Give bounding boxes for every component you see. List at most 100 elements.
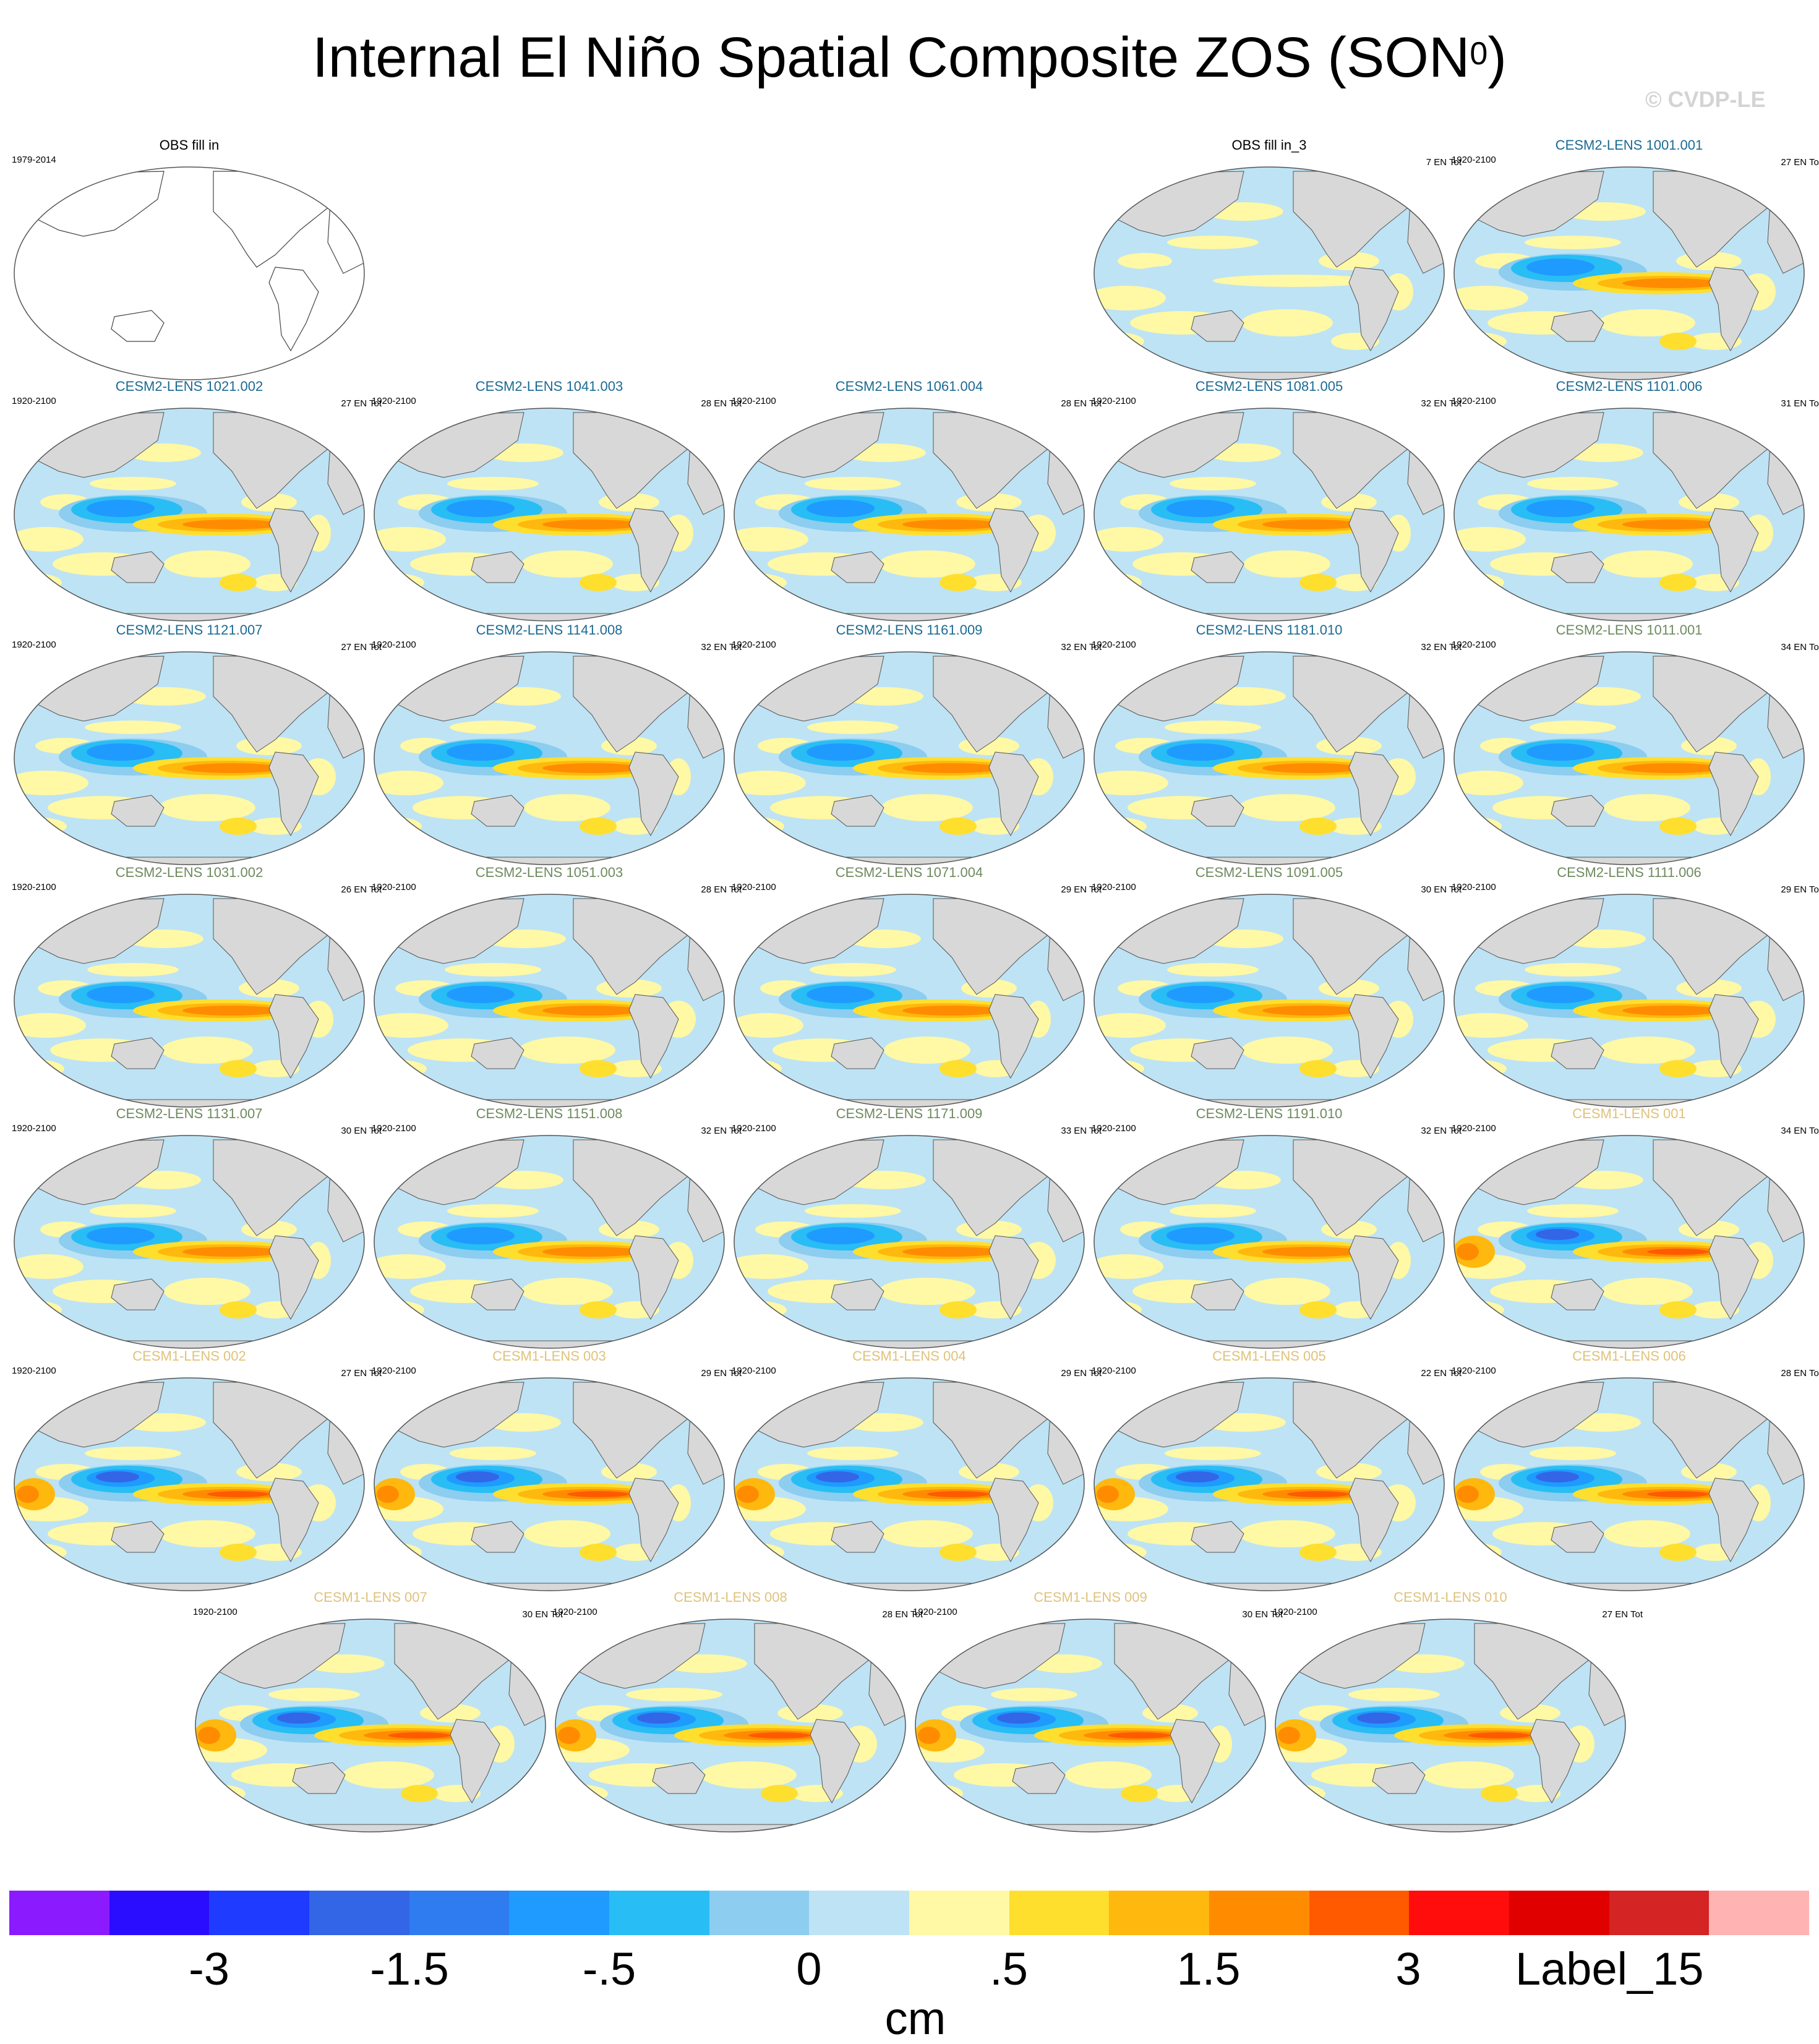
map-border	[734, 408, 1085, 622]
panel-title: CESM2-LENS 1111.006	[1557, 865, 1701, 880]
panel-title: CESM1-LENS 003	[492, 1348, 606, 1364]
warm-pool-negative-core	[1166, 743, 1235, 761]
map-svg	[14, 894, 365, 1108]
positive-anomaly-patch	[374, 1254, 446, 1279]
southern-positive-patch	[220, 1544, 257, 1561]
positive-anomaly-patch	[1525, 236, 1621, 249]
map-border	[1094, 651, 1445, 865]
panel-title: CESM1-LENS 008	[674, 1589, 787, 1605]
positive-anomaly-patch	[90, 477, 176, 490]
map-panel: OBS fill in_3 7 EN Tot	[1089, 137, 1462, 383]
colorbar-box	[709, 1891, 810, 1935]
land-mass	[1348, 508, 1399, 592]
land-mass	[471, 795, 524, 827]
southern-positive-patch	[580, 1544, 617, 1561]
map-panel: CESM1-LENS 002 1920-2100 27 EN Tot	[9, 1348, 382, 1594]
map-panel: CESM1-LENS 004 1920-2100 29 EN Tot	[729, 1348, 1102, 1594]
map-border	[374, 1135, 725, 1349]
equatorial-positive-core	[542, 520, 641, 529]
map-panel: CESM1-LENS 001 1920-2100 34 EN Tot	[1449, 1106, 1819, 1352]
map-border	[734, 894, 1085, 1108]
map-panel: CESM2-LENS 1111.006 1920-2100 29 EN Tot	[1449, 865, 1819, 1111]
land-mass	[1708, 1477, 1759, 1562]
map-svg	[734, 1135, 1085, 1349]
colorbar-tick-label: -1.5	[370, 1943, 449, 1995]
panel-event-count-label: 32 EN Tot	[1421, 398, 1462, 409]
map-svg	[1453, 1377, 1805, 1591]
warm-pool-negative-core	[807, 743, 875, 761]
equatorial-positive-core	[542, 1006, 641, 1016]
positive-anomaly-patch	[734, 1013, 803, 1038]
colorbar-box	[209, 1891, 310, 1935]
warm-pool-negative-max	[96, 1471, 139, 1482]
map-border	[1453, 1377, 1805, 1591]
warm-pool-negative-core	[447, 1227, 515, 1244]
southern-positive-patch	[220, 1301, 257, 1319]
southern-positive-patch	[939, 818, 977, 835]
map-svg	[374, 1377, 725, 1591]
map-border	[1094, 408, 1445, 622]
panel-period-label: 1920-2100	[12, 882, 56, 892]
map-border	[1275, 1619, 1626, 1832]
map-border	[915, 1619, 1266, 1832]
positive-anomaly-patch	[1601, 1278, 1693, 1305]
panel-event-count-label: 34 EN Tot	[1781, 642, 1819, 652]
land-mass	[1708, 1235, 1759, 1320]
colorbar-box	[1109, 1891, 1210, 1935]
map-body	[1275, 1619, 1625, 1832]
map-border	[734, 1377, 1085, 1591]
positive-anomaly-patch	[810, 963, 896, 977]
equatorial-positive-core	[1262, 1006, 1361, 1016]
land-mass	[268, 508, 319, 592]
warm-pool-negative-core	[447, 986, 515, 1003]
map-body	[14, 408, 364, 621]
ocean	[14, 167, 364, 380]
southern-positive-patch	[1659, 1301, 1697, 1319]
panel-period-label: 1920-2100	[1452, 1366, 1496, 1376]
colorbar	[9, 1891, 1810, 1935]
positive-anomaly-patch	[807, 1447, 899, 1460]
map-svg	[1094, 408, 1445, 622]
positive-anomaly-patch	[161, 1037, 253, 1064]
equatorial-positive-max	[1108, 1732, 1170, 1738]
warm-pool-negative-max	[1176, 1471, 1219, 1482]
positive-anomaly-patch	[1239, 794, 1335, 821]
map-svg	[1453, 651, 1805, 865]
map-border	[374, 894, 725, 1108]
map-border	[374, 408, 725, 622]
positive-anomaly-patch	[374, 527, 446, 552]
map-border	[14, 1377, 365, 1591]
positive-anomaly-patch	[700, 1761, 797, 1789]
map-border	[734, 651, 1085, 865]
panel-event-count-label: 29 EN Tot	[1061, 1368, 1102, 1379]
land-mass	[1551, 551, 1604, 583]
map-svg	[374, 408, 725, 622]
land-mass	[111, 551, 165, 583]
panel-event-count-label: 28 EN Tot	[1061, 398, 1102, 409]
land-mass	[831, 1521, 884, 1553]
map-border	[1453, 894, 1805, 1108]
panel-title: CESM1-LENS 001	[1572, 1106, 1686, 1121]
map-svg	[1094, 1135, 1445, 1349]
positive-anomaly-patch	[1423, 1761, 1514, 1789]
land-mass	[628, 994, 679, 1079]
equatorial-positive-max	[567, 1491, 629, 1497]
warm-pool-negative-core	[1166, 986, 1235, 1003]
equatorial-positive-core	[182, 520, 281, 529]
panel-title: CESM1-LENS 005	[1212, 1348, 1326, 1364]
chart-title: Internal El Niño Spatial Composite ZOS (…	[0, 24, 1819, 92]
panel-event-count-label: 34 EN Tot	[1781, 1126, 1819, 1136]
map-svg	[195, 1619, 546, 1832]
panel-event-count-label: 30 EN Tot	[341, 1126, 382, 1136]
panel-title: CESM2-LENS 1161.009	[836, 622, 983, 638]
map-panel: CESM2-LENS 1001.001 1920-2100 27 EN Tot	[1449, 137, 1819, 383]
positive-anomaly-patch	[1604, 1520, 1690, 1547]
map-body	[734, 1378, 1084, 1591]
indian-ocean-positive-core	[558, 1727, 580, 1744]
colorbar-tick-label: -3	[189, 1943, 229, 1995]
southern-positive-patch	[580, 818, 617, 835]
land-mass	[628, 751, 679, 836]
indian-ocean-positive-core	[1278, 1727, 1300, 1744]
positive-anomaly-patch	[1167, 963, 1259, 977]
map-body	[1094, 894, 1444, 1107]
